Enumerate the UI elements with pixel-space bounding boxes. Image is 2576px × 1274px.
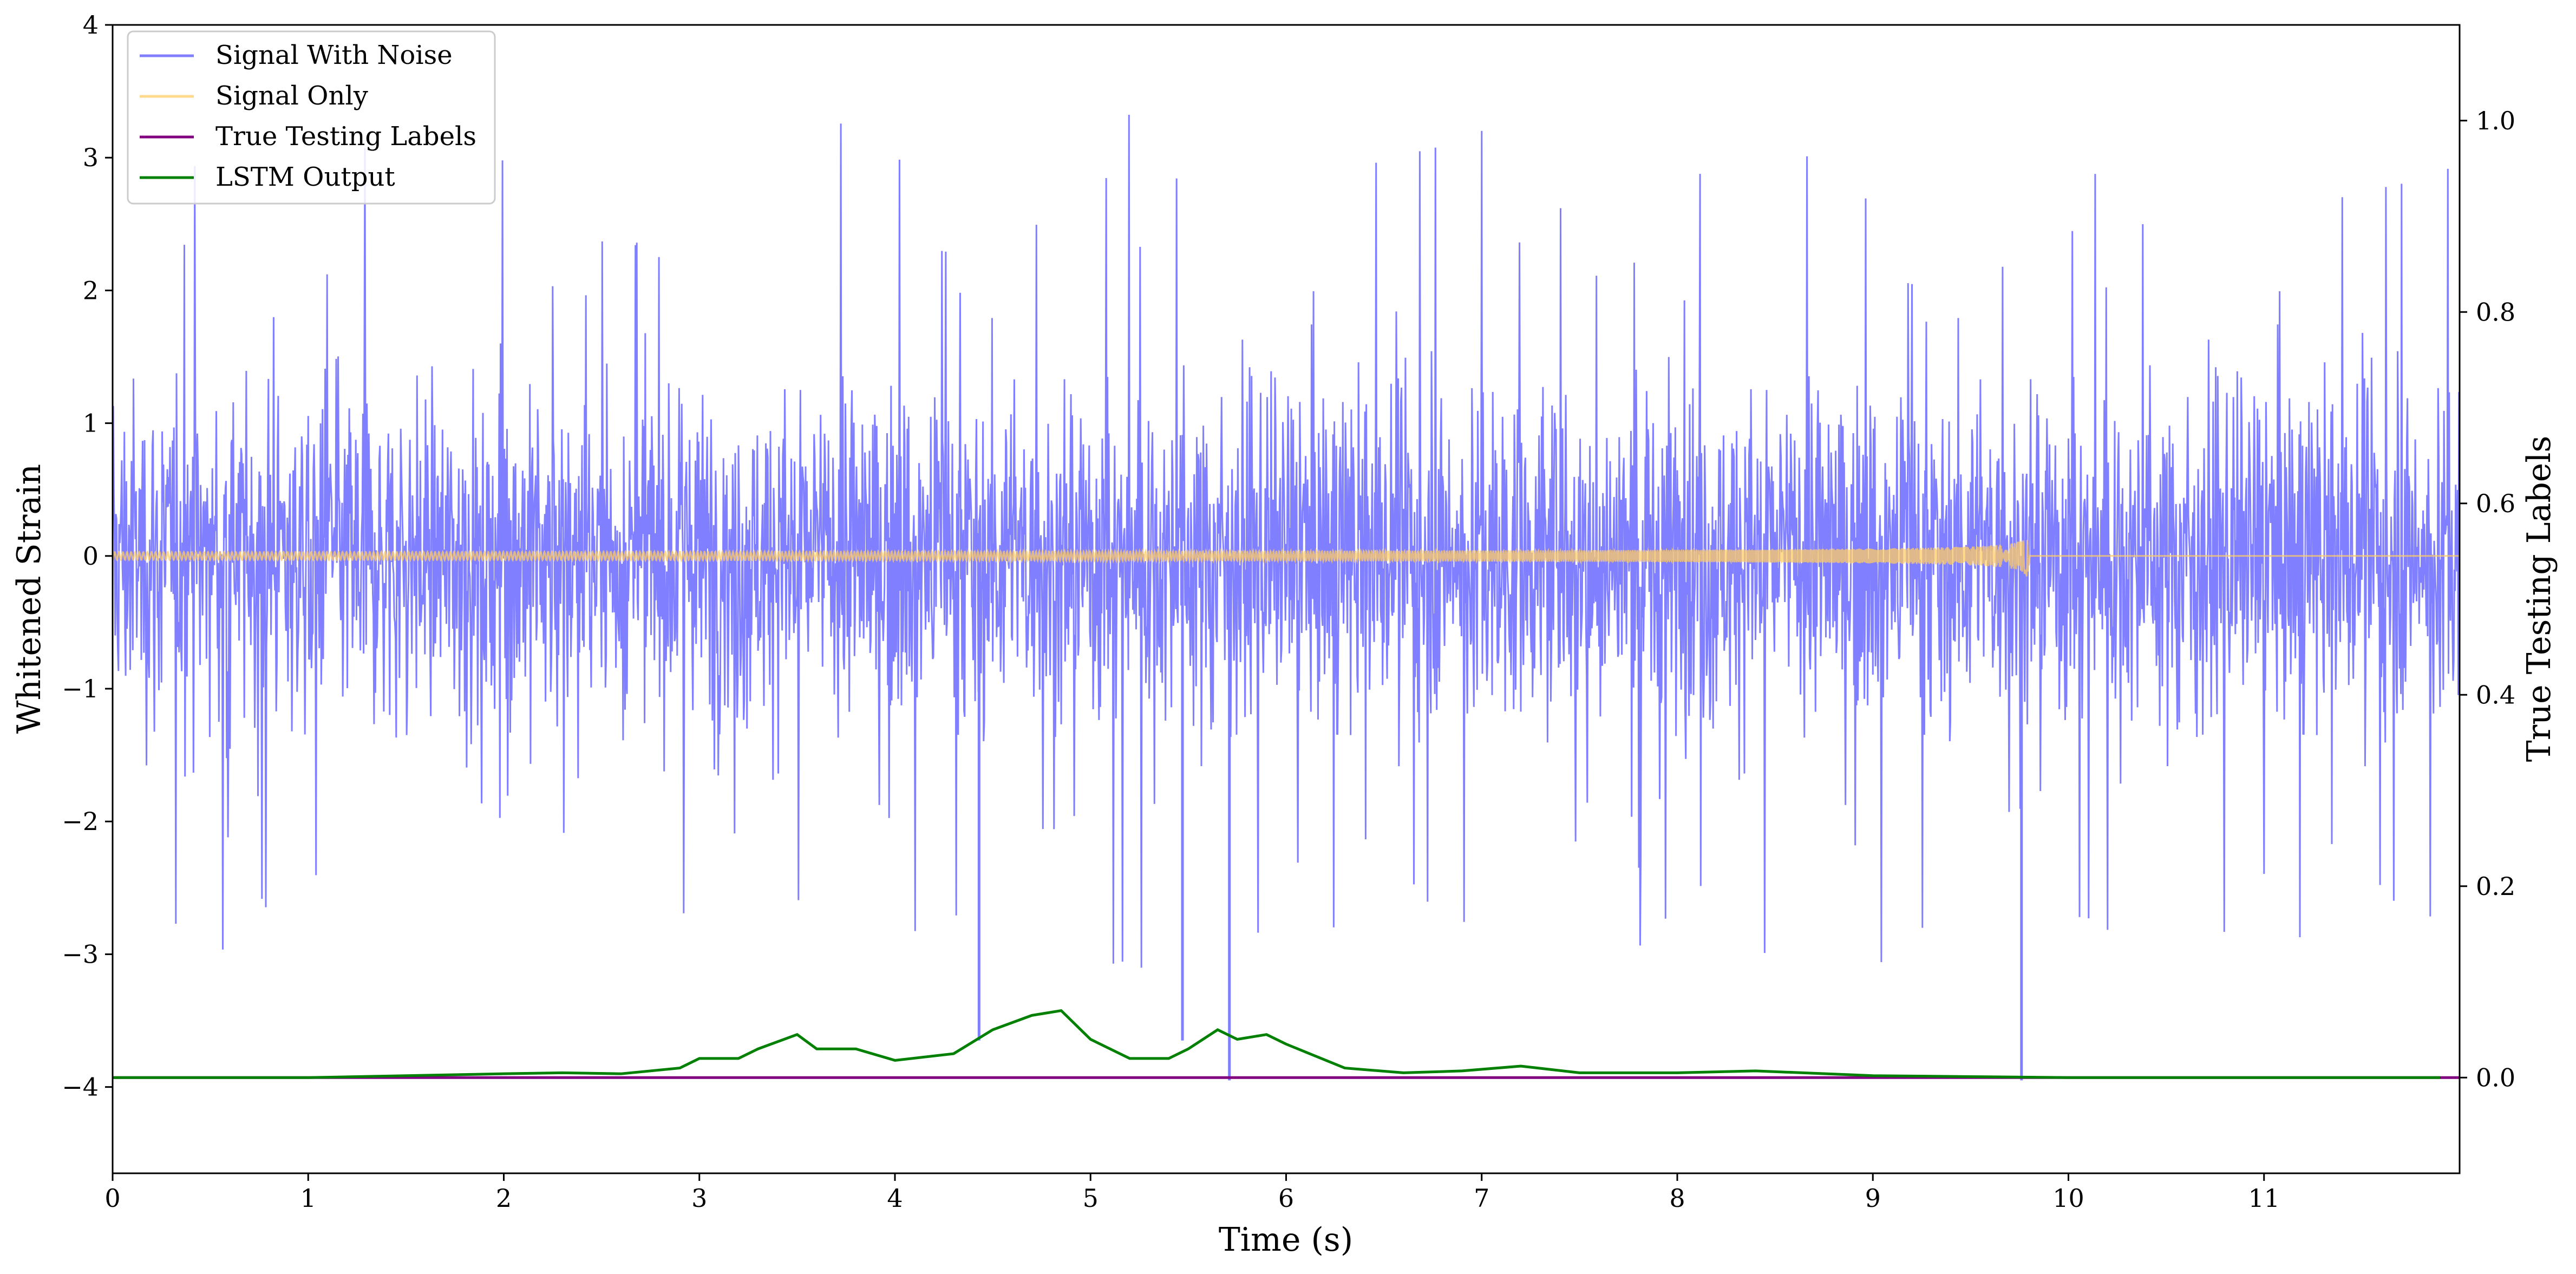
x-tick-label: 1 [300, 1184, 316, 1213]
y-tick-label: −1 [62, 674, 99, 703]
y-tick-label: 0 [83, 541, 99, 571]
y-right-tick-label: 1.0 [2476, 106, 2515, 135]
legend-label: True Testing Labels [215, 121, 476, 152]
y-tick-label: 2 [83, 276, 99, 305]
x-tick-label: 5 [1083, 1184, 1099, 1213]
x-tick-label: 10 [2052, 1184, 2084, 1213]
x-tick-label: 11 [2248, 1184, 2280, 1213]
legend-box [127, 30, 496, 205]
x-tick-label: 6 [1278, 1184, 1294, 1213]
y-right-tick-label: 0.0 [2476, 1063, 2515, 1092]
legend-entry: Signal With Noise [140, 40, 453, 70]
x-tick-label: 9 [1865, 1184, 1881, 1213]
series-signal-with-noise [113, 114, 2460, 968]
y-right-tick-label: 0.8 [2476, 297, 2515, 326]
y-tick-label: −2 [62, 807, 99, 836]
x-tick-label: 3 [691, 1184, 707, 1213]
x-tick-label: 8 [1669, 1184, 1685, 1213]
legend-label: Signal With Noise [215, 40, 453, 70]
x-axis-label: Time (s) [1219, 1221, 1353, 1259]
y-axis-label: Whitened Strain [10, 464, 48, 734]
legend-label: Signal Only [215, 81, 368, 111]
x-tick-label: 7 [1474, 1184, 1489, 1213]
y-tick-label: −3 [62, 939, 99, 969]
x-tick-label: 2 [496, 1184, 512, 1213]
legend-label: LSTM Output [215, 162, 395, 192]
y-tick-label: 1 [83, 409, 99, 438]
y-tick-label: 3 [83, 143, 99, 172]
y-right-tick-label: 0.6 [2476, 489, 2515, 518]
y-right-tick-label: 0.2 [2476, 872, 2515, 901]
series-signal-only [113, 540, 2460, 577]
legend-entry: LSTM Output [140, 162, 395, 192]
y-tick-label: −4 [62, 1073, 99, 1102]
y-right-tick-label: 0.4 [2476, 680, 2515, 709]
x-tick-label: 4 [887, 1184, 903, 1213]
legend-entry: True Testing Labels [140, 121, 476, 152]
legend-entry: Signal Only [140, 81, 368, 111]
x-tick-label: 0 [104, 1184, 120, 1213]
series-lstm-output [113, 1009, 2440, 1079]
y-right-axis-label: True Testing Labels [2520, 436, 2558, 762]
y-tick-label: 4 [83, 10, 99, 40]
legend: Signal With Noise Signal Only True Testi… [127, 30, 496, 205]
